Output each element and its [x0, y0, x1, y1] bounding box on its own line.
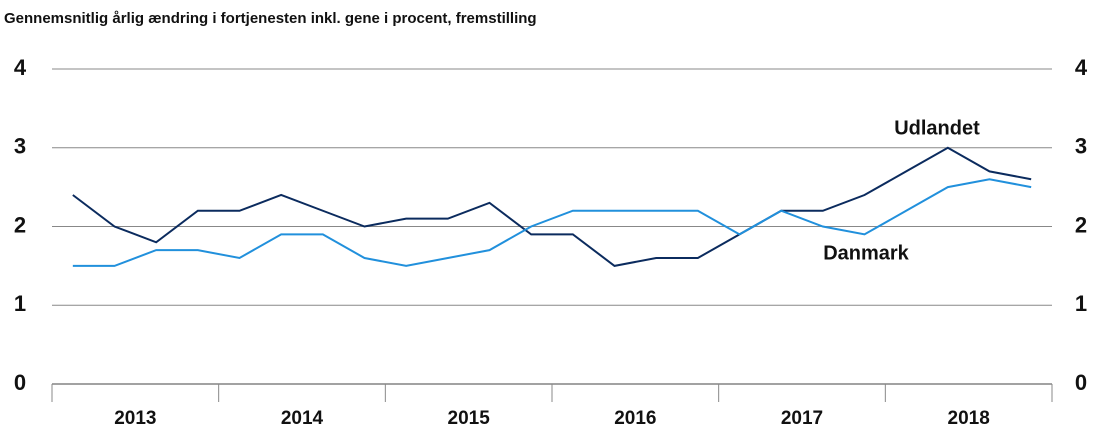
x-tick-label: 2016: [614, 408, 656, 429]
y2-tick-label: 2: [1075, 212, 1087, 237]
y-tick-label: 2: [14, 212, 26, 237]
x-tick-label: 2013: [114, 408, 156, 429]
y2-tick-label: 4: [1075, 55, 1088, 80]
x-tick-label: 2017: [781, 408, 823, 429]
y-tick-label: 3: [14, 134, 26, 159]
y2-tick-label: 3: [1075, 134, 1087, 159]
y-tick-label: 4: [14, 55, 27, 80]
y2-tick-label: 1: [1075, 291, 1087, 316]
series-label: Udlandet: [894, 117, 980, 139]
series-label: Danmark: [823, 242, 909, 264]
line-series: [72, 146, 1032, 267]
x-tick-label: 2014: [281, 408, 324, 429]
chart-title: Gennemsnitlig årlig ændring i fortjenest…: [4, 10, 537, 27]
y-tick-label: 0: [14, 370, 26, 395]
x-tick-label: 2015: [448, 408, 491, 429]
line-series: [72, 178, 1032, 267]
y-tick-label: 1: [14, 291, 26, 316]
y2-tick-label: 0: [1075, 370, 1087, 395]
x-tick-label: 2018: [948, 408, 990, 429]
